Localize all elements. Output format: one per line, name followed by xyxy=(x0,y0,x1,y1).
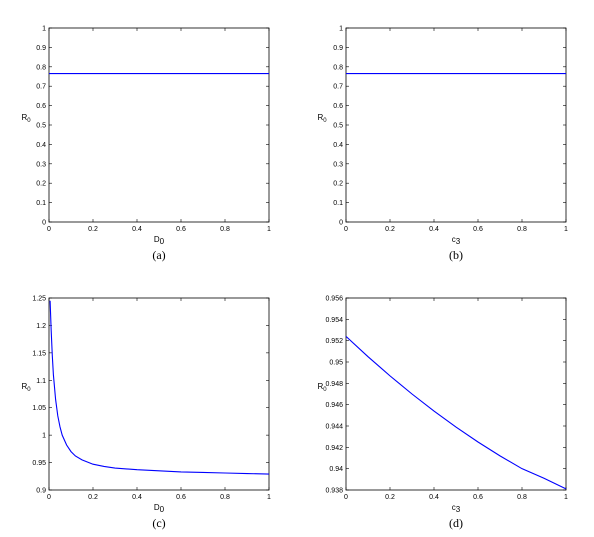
x-tick-label: 0.4 xyxy=(132,494,142,501)
chart-panel-d: 0 0.2 0.4 0.6 0.8 1 0.938 0.94 0.942 0.944 0.946 0.… xyxy=(317,296,568,531)
y-tick-label: 1.25 xyxy=(32,296,46,303)
y-tick-label: 1 xyxy=(42,26,46,33)
x-tick-label: 0 xyxy=(344,494,348,501)
x-tick-label: 0.8 xyxy=(220,494,230,501)
y-tick-label: 0 xyxy=(339,220,343,227)
x-tick-label: 1 xyxy=(267,494,271,501)
y-tick-label: 0.6 xyxy=(333,103,343,110)
x-axis-label-sub: 3 xyxy=(456,505,461,514)
chart-panel-a: 0 0.2 0.4 0.6 0.8 1 0 0.1 0.2 0.3 0.4 0.5 0.6 0.7 0.8 0… xyxy=(21,26,271,263)
y-tick-label: 1.15 xyxy=(32,350,46,357)
x-tick-label: 0.2 xyxy=(88,226,98,233)
x-axis-label: c3 xyxy=(452,235,461,246)
x-tick-label: 0.4 xyxy=(132,226,142,233)
x-axis-label: c3 xyxy=(452,503,461,514)
y-axis-label: R0 xyxy=(21,113,31,124)
y-tick-label: 0.3 xyxy=(36,161,46,168)
x-tick-label: 0.8 xyxy=(220,226,230,233)
chart-panel-c: 0 0.2 0.4 0.6 0.8 1 0.9 0.95 1 1.05 1.1 1.15 1.2 1.25… xyxy=(21,296,271,531)
x-tick-label: 0.6 xyxy=(176,226,186,233)
series-line-d xyxy=(345,335,567,490)
y-tick-label: 0.9 xyxy=(36,488,46,495)
y-tick-label: 0.4 xyxy=(36,142,46,149)
panel-caption: (b) xyxy=(449,248,463,262)
plot-frame xyxy=(345,27,567,223)
plot-frame xyxy=(48,297,270,491)
y-axis-label-sub: 0 xyxy=(323,387,327,393)
y-tick-label: 0.9 xyxy=(36,45,46,52)
y-tick-label: 1.05 xyxy=(32,405,46,412)
x-tick-label: 0.2 xyxy=(88,494,98,501)
x-axis-label-sub: 3 xyxy=(456,237,461,246)
y-tick-label: 0.954 xyxy=(325,317,343,324)
plot-frame xyxy=(48,27,270,223)
y-tick-label: 1.2 xyxy=(36,323,46,330)
y-axis-label: R0 xyxy=(21,382,31,393)
panel-caption: (a) xyxy=(152,248,165,262)
x-axis-label: D0 xyxy=(154,503,165,514)
y-axis-label: R0 xyxy=(317,113,327,124)
y-tick-label: 0.7 xyxy=(333,84,343,91)
panel-caption: (d) xyxy=(449,516,463,530)
y-tick-label: 0.8 xyxy=(36,64,46,71)
x-tick-label: 0.2 xyxy=(385,494,395,501)
x-tick-label: 0.8 xyxy=(517,226,527,233)
y-tick-label: 0 xyxy=(42,220,46,227)
x-tick-label: 0.6 xyxy=(176,494,186,501)
y-tick-label: 0.938 xyxy=(325,488,343,495)
y-tick-label: 0.6 xyxy=(36,103,46,110)
y-tick-label: 0.1 xyxy=(36,200,46,207)
x-tick-label: 0 xyxy=(47,226,51,233)
y-tick-label: 1 xyxy=(42,433,46,440)
y-tick-label: 1 xyxy=(339,26,343,33)
y-tick-label: 0.2 xyxy=(333,181,343,188)
y-axis-label: R0 xyxy=(317,382,327,393)
x-axis-label-sub: 0 xyxy=(160,505,165,514)
x-tick-label: 0.8 xyxy=(517,494,527,501)
y-tick-label: 0.4 xyxy=(333,142,343,149)
y-axis-label-sub: 0 xyxy=(323,118,327,124)
plot-frame xyxy=(345,297,567,491)
y-tick-label: 1.1 xyxy=(36,378,46,385)
y-tick-label: 0.94 xyxy=(329,466,343,473)
panel-caption: (c) xyxy=(152,516,165,530)
x-axis-label-sub: 0 xyxy=(160,237,165,246)
y-tick-label: 0.95 xyxy=(329,360,343,367)
y-tick-label: 0.2 xyxy=(36,181,46,188)
y-tick-label: 0.5 xyxy=(333,123,343,130)
x-tick-label: 0.2 xyxy=(385,226,395,233)
y-tick-label: 0.942 xyxy=(325,445,343,452)
series-line-c xyxy=(49,300,270,475)
chart-panel-b: 0 0.2 0.4 0.6 0.8 1 0 0.1 0.2 0.3 0.4 0.5 0.6 0.7 0.8 0… xyxy=(317,26,568,263)
y-tick-label: 0.95 xyxy=(32,460,46,467)
x-tick-label: 1 xyxy=(267,226,271,233)
y-tick-label: 0.5 xyxy=(36,123,46,130)
y-tick-label: 0.956 xyxy=(325,296,343,303)
y-axis-label-sub: 0 xyxy=(27,118,31,124)
x-tick-label: 0 xyxy=(47,494,51,501)
x-tick-label: 1 xyxy=(564,494,568,501)
x-axis-label: D0 xyxy=(154,235,165,246)
y-tick-label: 0.1 xyxy=(333,200,343,207)
y-tick-label: 0.3 xyxy=(333,161,343,168)
x-tick-label: 0.4 xyxy=(429,226,439,233)
y-tick-label: 0.952 xyxy=(325,338,343,345)
x-tick-label: 0 xyxy=(344,226,348,233)
x-tick-label: 0.6 xyxy=(473,494,483,501)
y-tick-label: 0.7 xyxy=(36,84,46,91)
y-axis-label-sub: 0 xyxy=(27,387,31,393)
x-tick-label: 1 xyxy=(564,226,568,233)
y-tick-label: 0.8 xyxy=(333,64,343,71)
y-tick-label: 0.948 xyxy=(325,381,343,388)
x-tick-label: 0.4 xyxy=(429,494,439,501)
y-tick-label: 0.944 xyxy=(325,424,343,431)
y-tick-label: 0.946 xyxy=(325,402,343,409)
y-tick-label: 0.9 xyxy=(333,45,343,52)
x-tick-label: 0.6 xyxy=(473,226,483,233)
